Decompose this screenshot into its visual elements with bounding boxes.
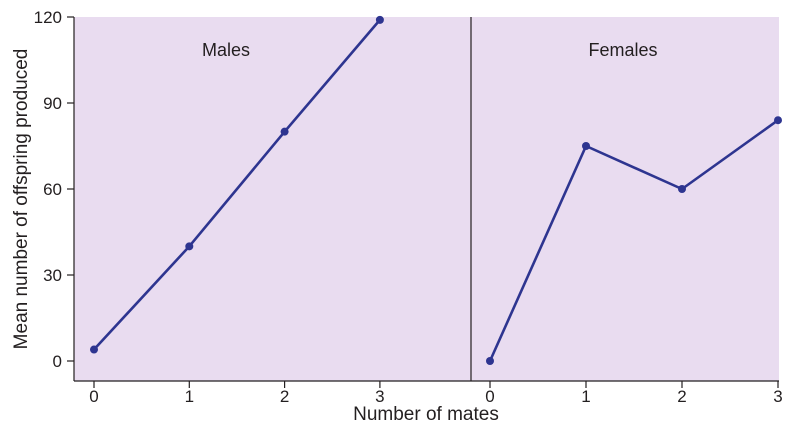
y-tick-label: 30 <box>43 266 62 285</box>
x-tick-label: 0 <box>89 387 98 406</box>
x-tick-label: 1 <box>185 387 194 406</box>
y-tick-label: 60 <box>43 180 62 199</box>
y-tick-label: 90 <box>43 94 62 113</box>
x-tick-label: 2 <box>280 387 289 406</box>
y-tick-label: 120 <box>34 8 62 27</box>
x-tick-label: 3 <box>375 387 384 406</box>
x-tick-label: 1 <box>581 387 590 406</box>
panel-background-males <box>74 17 471 381</box>
y-tick-label: 0 <box>53 352 62 371</box>
series-line-males <box>93 19 381 351</box>
panel-label-females: Females <box>588 40 657 60</box>
panel-label-males: Males <box>202 40 250 60</box>
series-line-females <box>488 119 779 362</box>
data-point-males <box>280 127 289 136</box>
data-point-females <box>486 357 494 365</box>
y-tick-labels: 0 30 60 90 120 <box>34 8 62 371</box>
data-point-females <box>678 185 686 193</box>
data-point-females <box>774 116 782 125</box>
data-point-males <box>375 15 384 24</box>
x-axis-title: Number of mates <box>353 404 499 425</box>
x-tick-labels: 0 1 2 3 0 1 2 3 <box>89 387 782 406</box>
axes <box>67 16 779 388</box>
data-point-females <box>582 142 590 150</box>
x-tick-label: 2 <box>677 387 686 406</box>
x-tick-label: 0 <box>485 387 494 406</box>
y-axis-title: Mean number of offspring produced <box>11 49 32 350</box>
data-point-males <box>185 242 194 251</box>
data-point-males <box>90 345 98 354</box>
panel-background-females <box>471 17 779 381</box>
x-tick-label: 3 <box>773 387 782 406</box>
data-series <box>90 15 782 365</box>
